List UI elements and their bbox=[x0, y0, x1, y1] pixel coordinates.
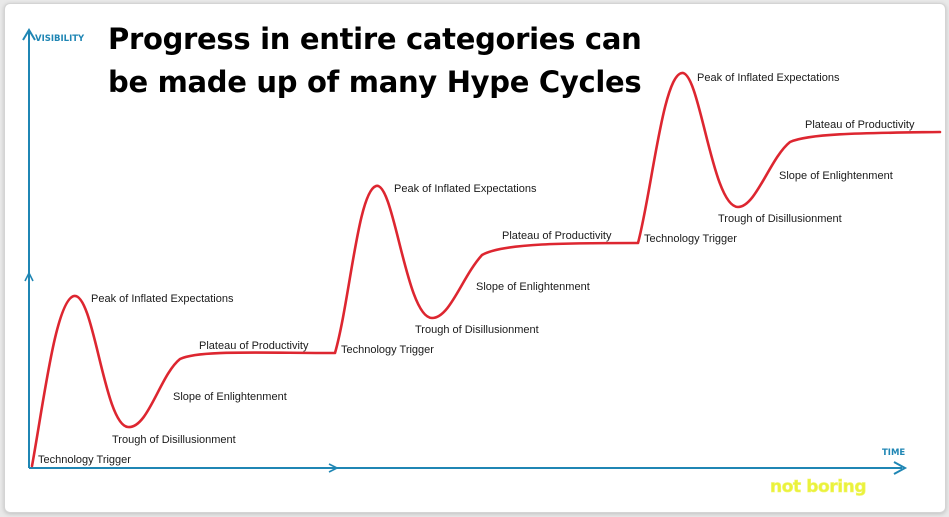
slope-label: Slope of Enlightenment bbox=[173, 391, 287, 403]
slide-card bbox=[4, 3, 946, 513]
technology-trigger-label: Technology Trigger bbox=[341, 344, 434, 356]
hype-curve bbox=[30, 71, 942, 468]
title-line-1: Progress in entire categories can bbox=[108, 22, 642, 56]
technology-trigger-label: Technology Trigger bbox=[644, 233, 737, 245]
slide-title: Progress in entire categories can be mad… bbox=[108, 18, 668, 104]
arrow-right-icon bbox=[893, 461, 908, 475]
arrow-up-icon bbox=[22, 28, 36, 41]
trough-label: Trough of Disillusionment bbox=[415, 324, 539, 336]
peak-label: Peak of Inflated Expectations bbox=[394, 183, 537, 195]
slope-label: Slope of Enlightenment bbox=[779, 170, 893, 182]
trough-label: Trough of Disillusionment bbox=[112, 434, 236, 446]
cycle-1: Technology Trigger Peak of Inflated Expe… bbox=[38, 293, 309, 466]
peak-label: Peak of Inflated Expectations bbox=[697, 72, 840, 84]
plateau-label: Plateau of Productivity bbox=[502, 230, 612, 242]
y-axis-label: VISIBILITY bbox=[35, 34, 85, 44]
technology-trigger-label: Technology Trigger bbox=[38, 454, 131, 466]
plateau-label: Plateau of Productivity bbox=[199, 340, 309, 352]
slope-label: Slope of Enlightenment bbox=[476, 281, 590, 293]
cycle-2: Technology Trigger Peak of Inflated Expe… bbox=[341, 183, 612, 356]
plateau-label: Plateau of Productivity bbox=[805, 119, 915, 131]
cycle-3: Technology Trigger Peak of Inflated Expe… bbox=[644, 72, 915, 245]
not-boring-logo: not boring bbox=[770, 477, 866, 497]
arrow-right-icon bbox=[328, 463, 339, 473]
peak-label: Peak of Inflated Expectations bbox=[91, 293, 234, 305]
x-axis-label: TIME bbox=[882, 448, 905, 458]
axes bbox=[22, 28, 908, 475]
title-line-2: be made up of many Hype Cycles bbox=[108, 65, 642, 99]
trough-label: Trough of Disillusionment bbox=[718, 213, 842, 225]
arrow-up-icon bbox=[24, 271, 34, 282]
